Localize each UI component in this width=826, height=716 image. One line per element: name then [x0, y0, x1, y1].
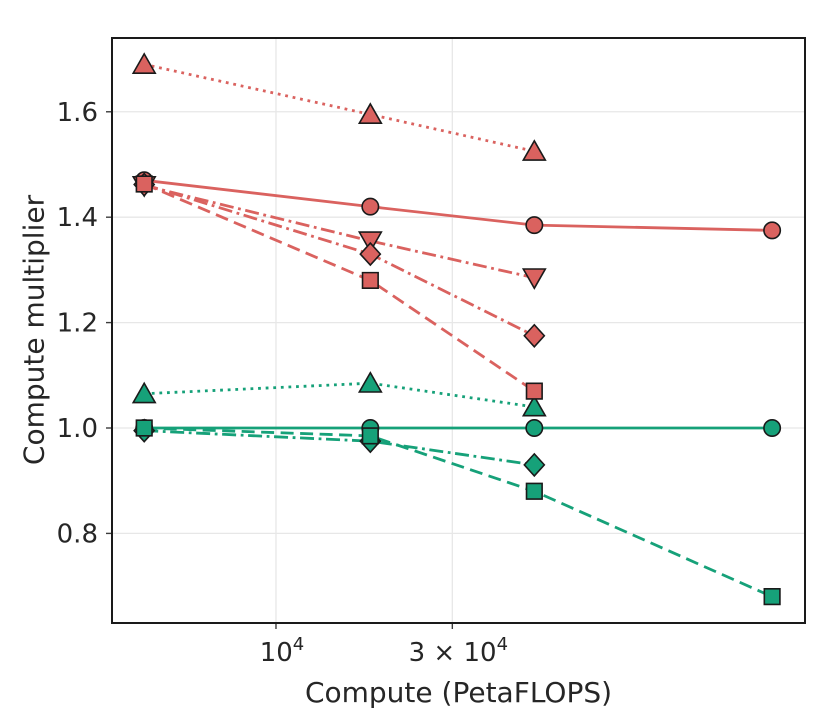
x-tick-labels: 104 3 × 104: [260, 634, 508, 668]
y-tick-label: 1.0: [57, 414, 98, 444]
red-solid-circle-marker: [763, 221, 782, 240]
red-dashdot-diamond-marker: [523, 323, 546, 348]
red-dashed-square-marker: [525, 382, 543, 400]
red-dotted-triangle-up-marker: [131, 52, 157, 74]
green-dashed-square-marker: [135, 419, 153, 437]
y-tick-label: 1.2: [57, 309, 98, 339]
green-dashed-square-marker: [763, 588, 781, 606]
green-dotted-triangle-up-marker: [357, 371, 383, 393]
green-dotted-triangle-up-marker: [521, 394, 547, 417]
green-dashed-square-marker: [361, 427, 379, 445]
green-dashed-square-line: [144, 426, 773, 598]
red-dotted-triangle-up-marker: [357, 102, 383, 125]
x-tick-label: 104: [260, 634, 305, 668]
red-dashdot-diamond-line: [143, 183, 535, 338]
red-solid-circle-marker: [525, 216, 544, 235]
red-dotted-triangle-up-marker: [521, 139, 547, 161]
red-dashed-square-marker: [135, 175, 153, 193]
y-tick-label: 0.8: [57, 519, 98, 549]
series-lines: [143, 62, 773, 598]
plot-border: [111, 37, 806, 624]
y-tick-label: 1.4: [57, 203, 98, 233]
x-axis-label: Compute (PetaFLOPS): [304, 676, 613, 709]
y-axis-label: Compute multiplier: [17, 194, 51, 466]
tick-marks: [106, 111, 454, 629]
gridlines: [112, 38, 805, 623]
y-tick-label: 1.6: [57, 98, 98, 128]
red-dashdot-triangle-down-marker: [357, 231, 383, 254]
y-tick-labels: 0.8 1.0 1.2 1.4 1.6: [57, 98, 98, 550]
green-solid-circle-marker: [763, 418, 782, 437]
red-dotted-triangle-up-line: [143, 62, 535, 153]
red-solid-circle-marker: [361, 197, 380, 216]
red-dashdot-diamond-marker: [359, 241, 382, 267]
red-dashdot-triangle-down-marker: [521, 268, 547, 290]
red-dashed-square-line: [143, 182, 536, 393]
green-dotted-triangle-up-marker: [131, 381, 157, 404]
series-markers: [131, 52, 782, 606]
x-tick-label: 3 × 104: [409, 634, 508, 668]
red-solid-circle-line: [144, 178, 773, 232]
green-dashed-square-marker: [525, 482, 543, 500]
green-solid-circle-marker: [525, 418, 544, 437]
red-dashdot-triangle-down-line: [143, 184, 535, 280]
green-dashdot-diamond-marker: [523, 452, 546, 478]
green-dotted-triangle-up-line: [144, 381, 535, 409]
red-dashed-square-marker: [361, 271, 379, 290]
